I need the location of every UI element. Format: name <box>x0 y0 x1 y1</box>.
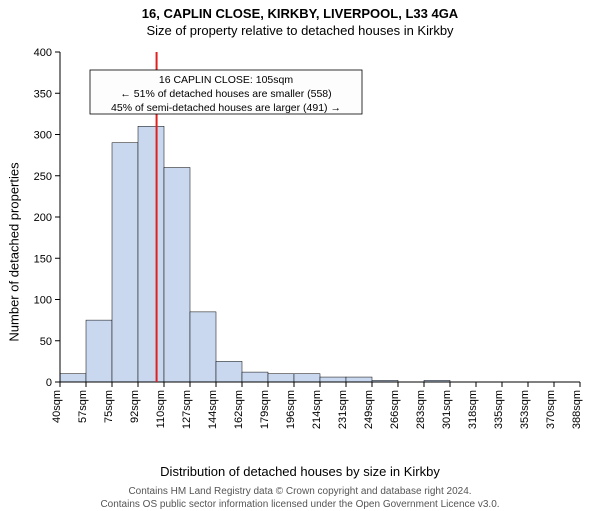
svg-text:150: 150 <box>34 253 52 265</box>
svg-text:250: 250 <box>34 171 52 183</box>
histogram-bar <box>112 143 138 382</box>
x-tick-label: 283sqm <box>415 390 427 429</box>
histogram-bar <box>320 377 346 382</box>
x-tick-label: 127sqm <box>181 390 193 429</box>
svg-text:100: 100 <box>34 295 52 307</box>
x-tick-label: 110sqm <box>155 390 167 428</box>
x-tick-label: 388sqm <box>571 390 583 429</box>
x-tick-label: 92sqm <box>129 390 141 423</box>
histogram-bar <box>190 312 216 382</box>
histogram-bar <box>60 374 86 382</box>
x-tick-label: 231sqm <box>337 390 349 429</box>
footer-attribution: Contains HM Land Registry data © Crown c… <box>0 485 600 511</box>
page-title: 16, CAPLIN CLOSE, KIRKBY, LIVERPOOL, L33… <box>0 6 600 21</box>
svg-text:0: 0 <box>46 377 52 389</box>
svg-text:300: 300 <box>34 130 52 142</box>
histogram-bar <box>164 168 190 383</box>
x-tick-label: 318sqm <box>467 390 479 429</box>
histogram-bar <box>138 126 164 382</box>
x-tick-label: 249sqm <box>363 390 375 429</box>
histogram-bar <box>86 320 112 382</box>
x-tick-label: 266sqm <box>389 390 401 429</box>
x-tick-label: 370sqm <box>545 390 557 429</box>
x-tick-label: 40sqm <box>51 390 63 423</box>
annotation-line: ← 51% of detached houses are smaller (55… <box>120 88 331 100</box>
svg-text:350: 350 <box>34 88 52 100</box>
x-tick-label: 196sqm <box>285 390 297 429</box>
histogram-bar <box>216 361 242 382</box>
svg-text:50: 50 <box>40 336 52 348</box>
histogram-bar <box>346 377 372 382</box>
annotation-line: 16 CAPLIN CLOSE: 105sqm <box>159 74 293 86</box>
y-axis-label: Number of detached properties <box>7 162 22 341</box>
x-tick-label: 57sqm <box>77 390 89 423</box>
x-tick-label: 144sqm <box>207 390 219 429</box>
x-tick-label: 301sqm <box>441 390 453 429</box>
histogram-chart: 0 50 100 150 200 250 300 350 400 40sqm 57sqm 75sqm 9… <box>0 42 600 432</box>
histogram-bar <box>268 374 294 382</box>
svg-text:400: 400 <box>34 47 52 59</box>
x-tick-label: 214sqm <box>311 390 323 429</box>
annotation-line: 45% of semi-detached houses are larger (… <box>111 102 341 114</box>
x-tick-label: 179sqm <box>259 390 271 429</box>
x-axis-label: Distribution of detached houses by size … <box>0 464 600 479</box>
histogram-bar <box>294 374 320 382</box>
x-tick-label: 162sqm <box>233 390 245 429</box>
x-tick-label: 75sqm <box>103 390 115 423</box>
page-subtitle: Size of property relative to detached ho… <box>0 23 600 38</box>
x-tick-label: 353sqm <box>519 390 531 429</box>
footer-line-1: Contains HM Land Registry data © Crown c… <box>0 485 600 498</box>
svg-text:200: 200 <box>34 212 52 224</box>
chart-container: Number of detached properties 0 50 100 150 2… <box>0 42 600 462</box>
histogram-bar <box>242 372 268 382</box>
x-tick-label: 335sqm <box>493 390 505 429</box>
